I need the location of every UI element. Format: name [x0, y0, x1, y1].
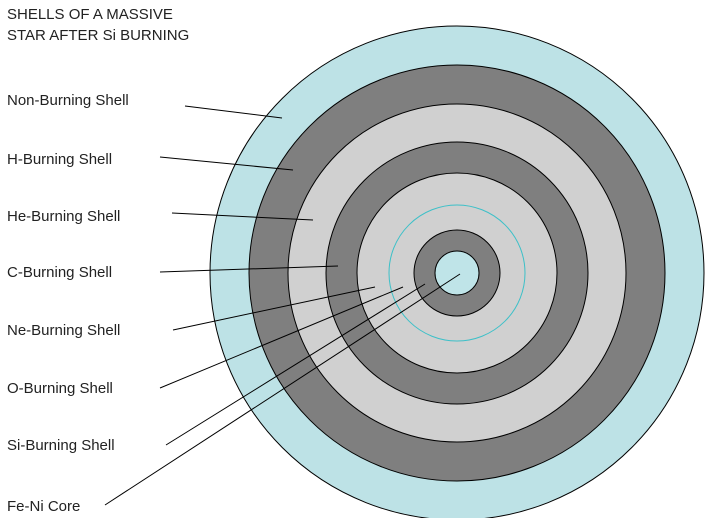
star-shells: [210, 26, 704, 518]
diagram: SHELLS OF A MASSIVE STAR AFTER Si BURNIN…: [0, 0, 706, 518]
shell-label: H-Burning Shell: [7, 151, 112, 168]
shell-label: Fe-Ni Core: [7, 498, 80, 515]
leader-line: [185, 106, 282, 118]
shell-label: Si-Burning Shell: [7, 437, 115, 454]
title: STAR AFTER Si BURNING: [7, 27, 189, 44]
shell-label: Ne-Burning Shell: [7, 322, 120, 339]
shell-label: He-Burning Shell: [7, 208, 120, 225]
shell-label: Non-Burning Shell: [7, 92, 129, 109]
shell-label: O-Burning Shell: [7, 380, 113, 397]
title: SHELLS OF A MASSIVE: [7, 6, 173, 23]
shell-label: C-Burning Shell: [7, 264, 112, 281]
fe-ni-core: [435, 251, 479, 295]
page: {"title": ["SHELLS OF A MASSIVE", "STAR …: [0, 0, 706, 518]
